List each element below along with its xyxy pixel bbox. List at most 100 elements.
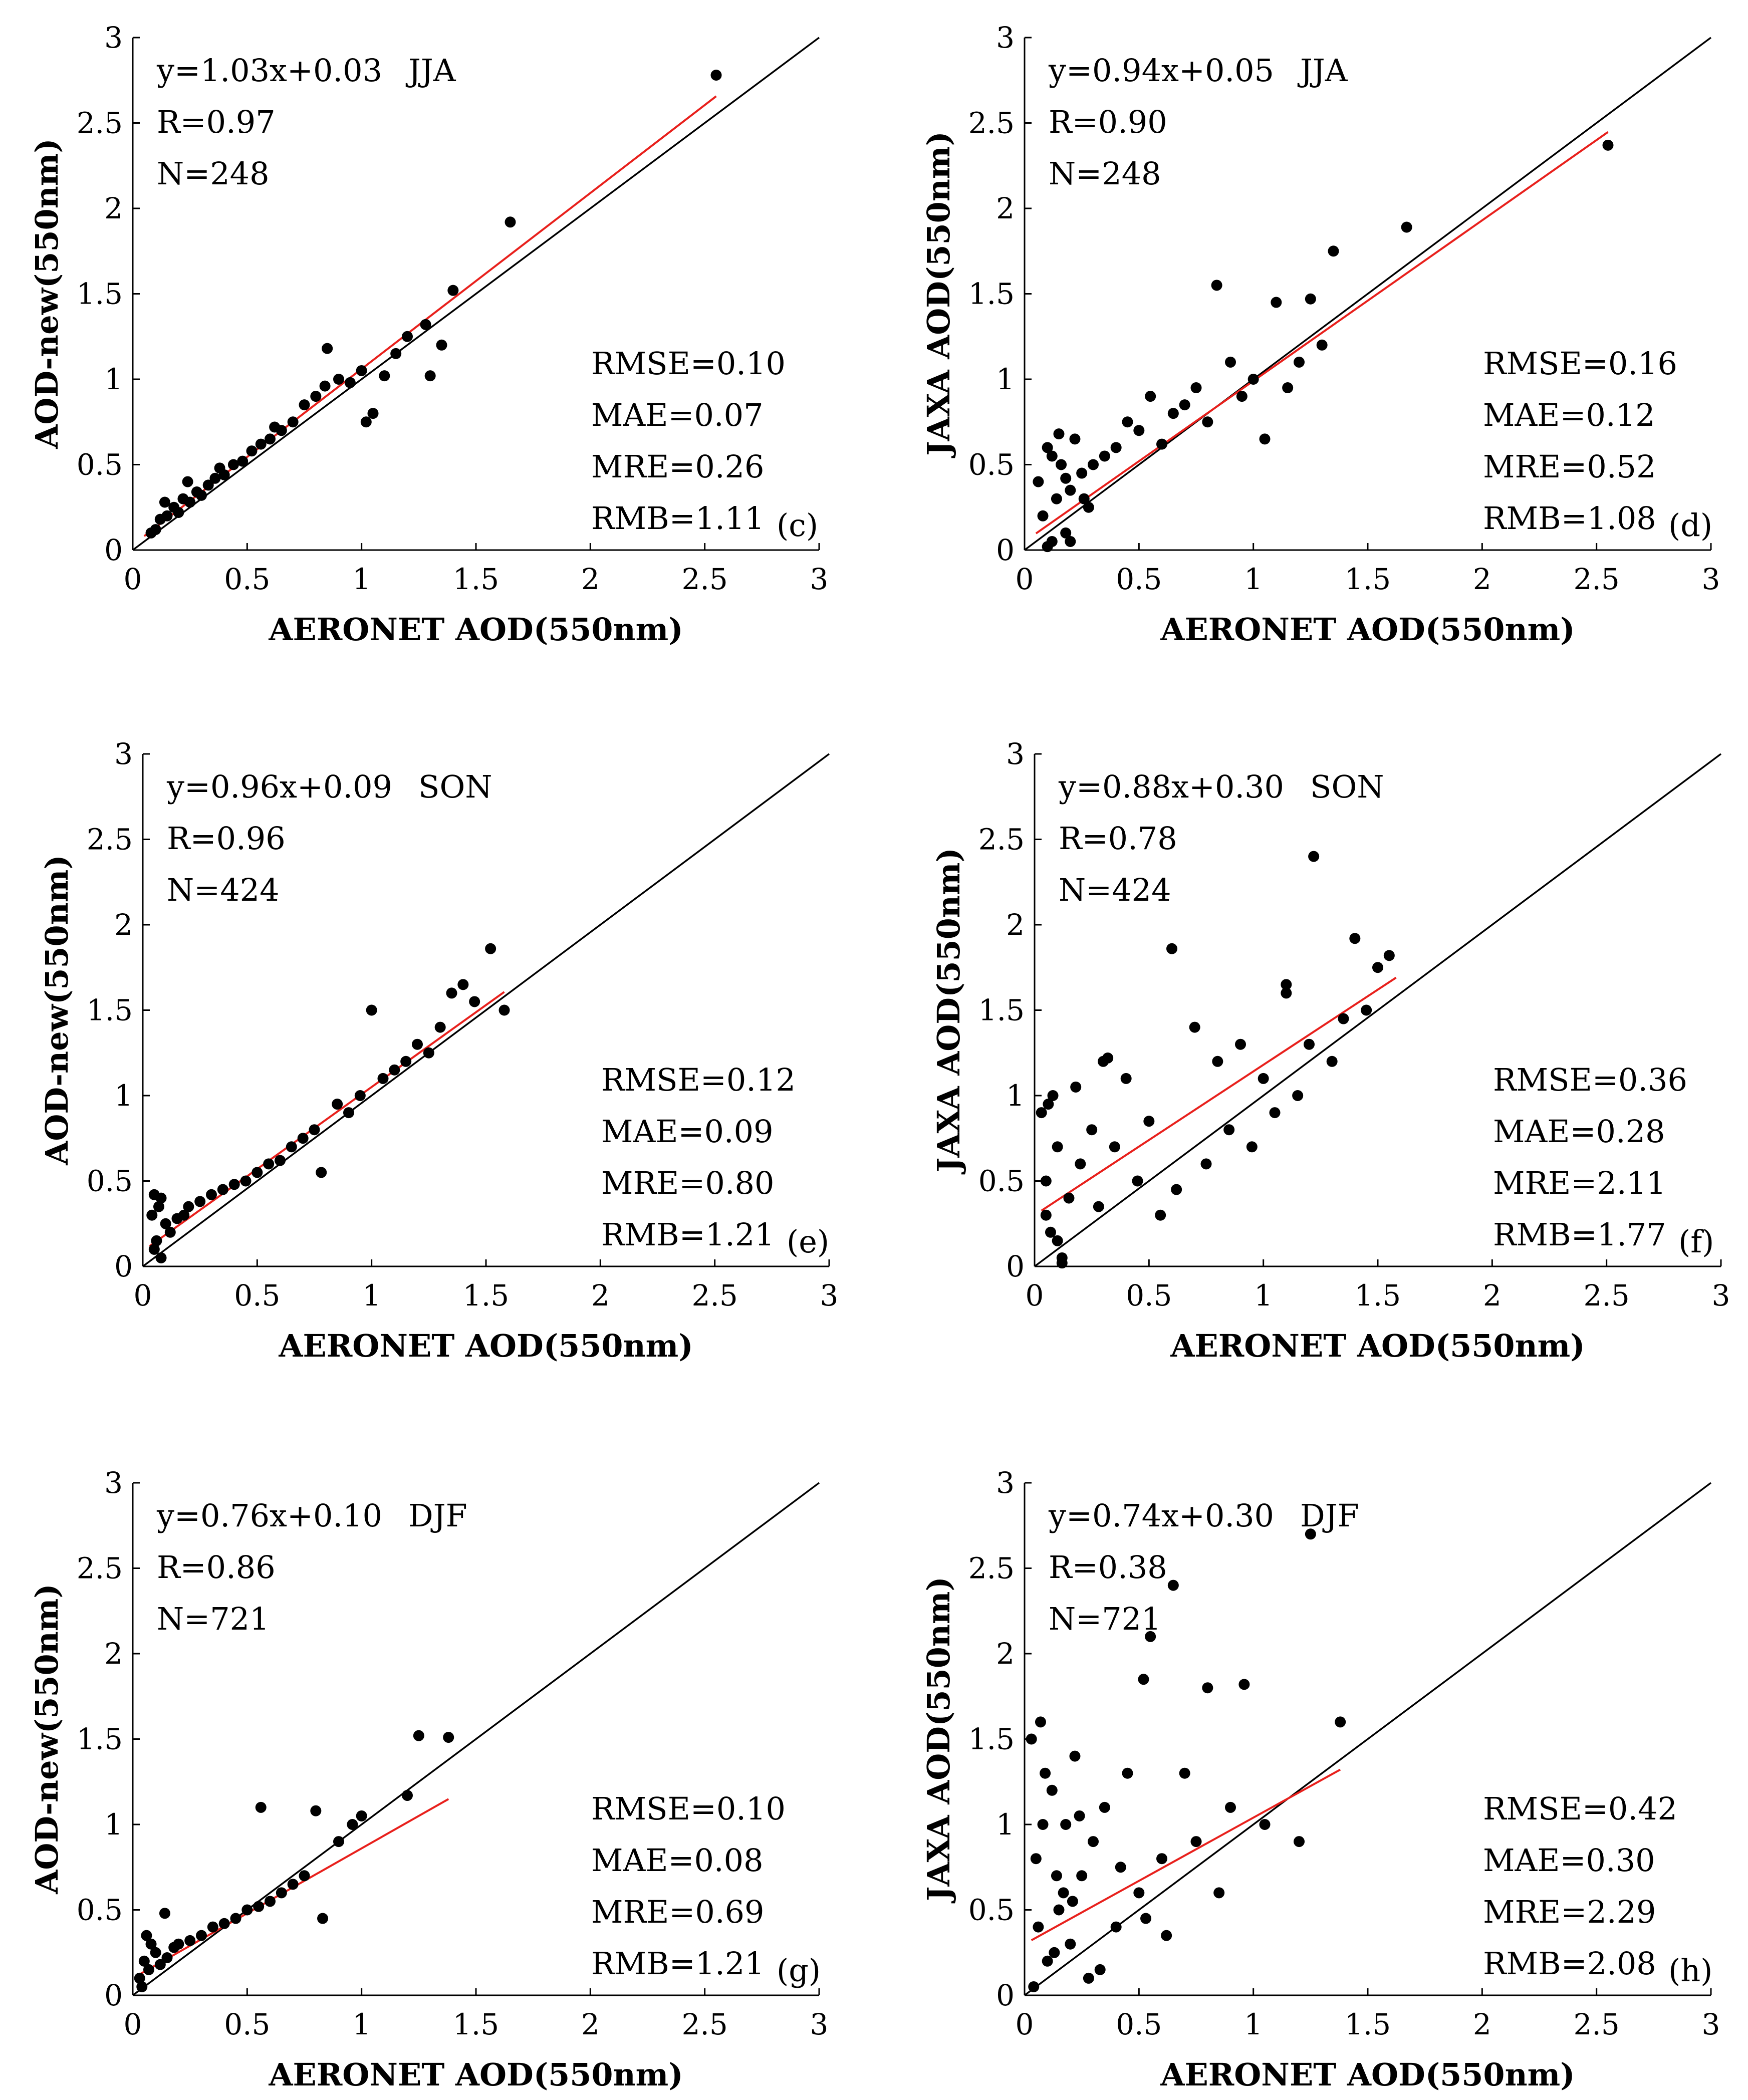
data-point [333, 1836, 344, 1848]
data-point [1042, 541, 1053, 553]
data-point [424, 370, 436, 382]
data-marks [1024, 37, 1712, 553]
data-point [1305, 1528, 1316, 1540]
correlation-label: R=0.86 [157, 1549, 276, 1586]
x-tick-label: 2.5 [1574, 562, 1620, 596]
y-tick-label: 1.5 [968, 1722, 1015, 1756]
data-point [469, 996, 480, 1007]
data-point [402, 1790, 413, 1801]
data-point [1335, 1716, 1346, 1728]
data-point [253, 1901, 265, 1912]
regression-line [1031, 1768, 1341, 1941]
data-point [1156, 1853, 1167, 1865]
data-point [1037, 1819, 1049, 1830]
y-tick-label: 2 [996, 191, 1015, 225]
data-point [1028, 1981, 1040, 1992]
data-point [218, 1918, 230, 1929]
y-tick-label: 3 [996, 1466, 1015, 1500]
data-point [227, 459, 239, 470]
y-tick-label: 0.5 [77, 448, 123, 482]
data-point [148, 1189, 160, 1200]
metric-mae: MAE=0.30 [1483, 1842, 1655, 1879]
data-point [1161, 1930, 1172, 1941]
data-point [1110, 442, 1122, 453]
data-point [317, 1913, 329, 1924]
x-tick-label: 2.5 [682, 562, 728, 596]
y-tick-label: 1 [114, 1079, 133, 1113]
y-tick-label: 2 [996, 1637, 1015, 1671]
data-point [1045, 1226, 1056, 1238]
data-point [1326, 1056, 1338, 1067]
data-point [447, 285, 459, 296]
y-tick-label: 1.5 [77, 277, 123, 311]
y-tick-label: 0.5 [87, 1164, 133, 1198]
one-to-one-line [142, 753, 830, 1267]
data-point [443, 1732, 454, 1743]
x-axis-label: AERONET AOD(550nm) [1160, 611, 1575, 648]
data-point [1088, 459, 1099, 470]
data-point [1361, 1004, 1372, 1016]
data-point [202, 479, 214, 491]
y-tick-label: 0.5 [978, 1164, 1025, 1198]
data-point [332, 1099, 343, 1110]
data-point [287, 416, 299, 428]
metric-mre: MRE=0.69 [591, 1894, 764, 1930]
data-point [209, 472, 221, 484]
correlation-label: R=0.38 [1049, 1549, 1167, 1586]
y-axis-label: AOD-new(550nm) [29, 1584, 65, 1894]
y-tick-label: 0 [104, 1978, 123, 2012]
data-marks [142, 753, 830, 1267]
tick-group: 0 0.5 1 1.5 2 2.5 3 0 0.5 1 1.5 2 2.5 3 [968, 1466, 1720, 2041]
panel-tag: (h) [1668, 1952, 1712, 1989]
tick-group: 0 0.5 1 1.5 2 2.5 3 0 0.5 1 1.5 2 2.5 3 [77, 1466, 829, 2041]
data-point [1211, 280, 1222, 291]
data-point [1060, 527, 1072, 539]
x-tick-label: 0.5 [1126, 1278, 1172, 1312]
x-tick-label: 1.5 [1355, 1278, 1401, 1312]
x-tick-label: 0 [1016, 2007, 1034, 2041]
data-point [1132, 1175, 1143, 1187]
x-tick-label: 1 [352, 562, 371, 596]
tick-group: 0 0.5 1 1.5 2 2.5 3 0 0.5 1 1.5 2 2.5 3 [968, 21, 1720, 596]
data-point [1259, 433, 1271, 445]
data-point [1051, 493, 1062, 504]
y-tick-label: 1.5 [978, 993, 1025, 1027]
data-point [1030, 1853, 1042, 1865]
data-point [1294, 356, 1305, 368]
data-point [1067, 1896, 1078, 1907]
data-point [148, 1243, 160, 1255]
regression-equation: y=0.88x+0.30 [1058, 768, 1284, 805]
data-point [246, 445, 258, 457]
data-point [155, 1252, 167, 1263]
y-tick-label: 2.5 [77, 106, 123, 140]
x-tick-label: 1 [1244, 562, 1263, 596]
data-point [389, 1064, 400, 1076]
y-axis-label: AOD-new(550nm) [29, 138, 65, 449]
y-tick-label: 0 [996, 1978, 1015, 2012]
regression-equation: y=0.94x+0.05 [1048, 52, 1274, 89]
data-point [1052, 1235, 1063, 1246]
metric-mre: MRE=2.29 [1483, 1894, 1656, 1930]
x-tick-label: 1.5 [1345, 2007, 1391, 2041]
x-tick-label: 0.5 [1116, 2007, 1162, 2041]
x-tick-label: 0 [1026, 1278, 1044, 1312]
data-point [1304, 1038, 1315, 1050]
x-tick-label: 0 [134, 1278, 152, 1312]
sample-count-label: N=721 [1049, 1601, 1161, 1637]
data-point [134, 1972, 145, 1984]
metric-rmb: RMB=1.77 [1493, 1216, 1666, 1253]
data-point [1138, 1674, 1149, 1685]
data-point [360, 416, 372, 428]
data-point [1065, 536, 1076, 547]
data-point [1145, 1631, 1156, 1642]
data-point [228, 1179, 240, 1190]
y-tick-label: 3 [104, 21, 123, 55]
data-point [1078, 493, 1090, 504]
data-point [390, 348, 402, 359]
data-point [1166, 943, 1177, 954]
data-point [217, 1184, 228, 1195]
data-point [1281, 979, 1292, 990]
data-point [1070, 1081, 1082, 1093]
data-point [316, 1167, 327, 1178]
data-point [1088, 1836, 1099, 1848]
